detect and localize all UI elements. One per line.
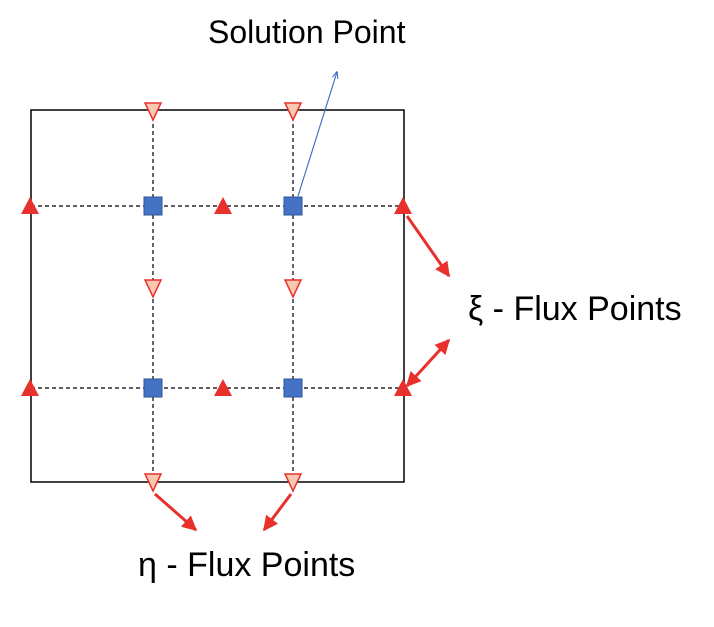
eta-flux-points [143,102,303,493]
solution-point [143,378,163,398]
xi-flux-callout-arrow-lower [405,338,451,388]
solution-point-label: Solution Point [208,14,406,50]
eta-flux-point [283,102,303,122]
xi-flux-point [394,197,412,214]
eta-flux-point [143,473,163,493]
xi-flux-points [21,197,412,396]
xi-flux-point [21,379,39,396]
solution-point [143,196,163,216]
xi-flux-points-label: ξ - Flux Points [468,290,682,328]
xi-flux-point [394,379,412,396]
cell-border [30,109,405,483]
xi-flux-callout-arrow-upper [405,215,451,278]
eta-flux-point [283,473,303,493]
solution-point-callout-arrow [297,72,337,197]
xi-flux-point [214,197,232,214]
solution-points [143,196,303,398]
eta-flux-point [143,279,163,299]
grid-lines [31,110,404,482]
eta-flux-callout-arrow-left [154,492,198,532]
eta-flux-point [283,279,303,299]
xi-flux-point [214,379,232,396]
solution-point [283,378,303,398]
eta-flux-callout-arrow-right [262,493,293,532]
xi-flux-point [21,197,39,214]
solution-point [283,196,303,216]
eta-flux-points-label: η - Flux Points [138,546,356,584]
eta-flux-point [143,102,163,122]
